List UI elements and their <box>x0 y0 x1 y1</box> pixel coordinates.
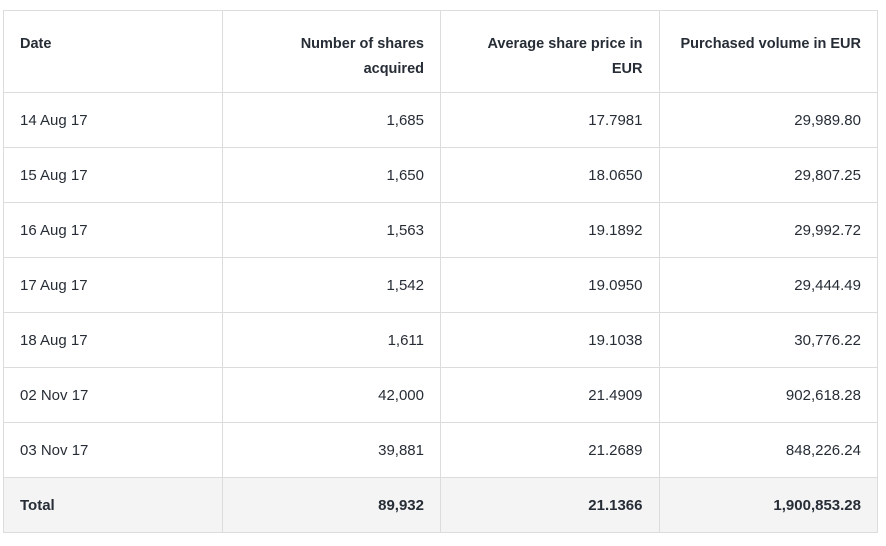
volume-cell: 29,444.49 <box>658 257 878 313</box>
table-row: 03 Nov 17 39,881 21.2689 848,226.24 <box>3 422 878 478</box>
date-cell: 15 Aug 17 <box>3 147 223 203</box>
total-row: Total 89,932 21.1366 1,900,853.28 <box>3 477 878 533</box>
total-volume-cell: 1,900,853.28 <box>658 477 878 533</box>
price-cell: 19.1038 <box>440 312 660 368</box>
total-label: Total <box>3 477 223 533</box>
header-row: Date Number of shares acquired Average s… <box>3 10 878 93</box>
total-shares-cell: 89,932 <box>221 477 441 533</box>
table-row: 15 Aug 17 1,650 18.0650 29,807.25 <box>3 147 878 203</box>
share-buyback-table-container: Date Number of shares acquired Average s… <box>3 10 878 533</box>
table-body: 14 Aug 17 1,685 17.7981 29,989.80 15 Aug… <box>3 92 878 478</box>
date-cell: 17 Aug 17 <box>3 257 223 313</box>
column-header-date: Date <box>3 10 223 93</box>
column-header-price: Average share price in EUR <box>440 10 660 93</box>
shares-cell: 1,563 <box>221 202 441 258</box>
shares-cell: 1,650 <box>221 147 441 203</box>
price-cell: 19.0950 <box>440 257 660 313</box>
date-cell: 16 Aug 17 <box>3 202 223 258</box>
shares-cell: 1,542 <box>221 257 441 313</box>
volume-cell: 29,807.25 <box>658 147 878 203</box>
table-row: 16 Aug 17 1,563 19.1892 29,992.72 <box>3 202 878 258</box>
volume-cell: 902,618.28 <box>658 367 878 423</box>
date-cell: 18 Aug 17 <box>3 312 223 368</box>
table-row: 02 Nov 17 42,000 21.4909 902,618.28 <box>3 367 878 423</box>
table-row: 14 Aug 17 1,685 17.7981 29,989.80 <box>3 92 878 148</box>
volume-cell: 29,989.80 <box>658 92 878 148</box>
column-header-volume: Purchased volume in EUR <box>658 10 878 93</box>
volume-cell: 29,992.72 <box>658 202 878 258</box>
column-header-shares: Number of shares acquired <box>221 10 441 93</box>
volume-cell: 30,776.22 <box>658 312 878 368</box>
date-cell: 14 Aug 17 <box>3 92 223 148</box>
price-cell: 21.4909 <box>440 367 660 423</box>
shares-cell: 39,881 <box>221 422 441 478</box>
table-footer: Total 89,932 21.1366 1,900,853.28 <box>3 477 878 533</box>
price-cell: 18.0650 <box>440 147 660 203</box>
price-cell: 17.7981 <box>440 92 660 148</box>
date-cell: 02 Nov 17 <box>3 367 223 423</box>
shares-cell: 1,611 <box>221 312 441 368</box>
total-price-cell: 21.1366 <box>440 477 660 533</box>
date-cell: 03 Nov 17 <box>3 422 223 478</box>
share-buyback-table: Date Number of shares acquired Average s… <box>3 10 878 533</box>
price-cell: 19.1892 <box>440 202 660 258</box>
shares-cell: 42,000 <box>221 367 441 423</box>
volume-cell: 848,226.24 <box>658 422 878 478</box>
table-row: 17 Aug 17 1,542 19.0950 29,444.49 <box>3 257 878 313</box>
shares-cell: 1,685 <box>221 92 441 148</box>
price-cell: 21.2689 <box>440 422 660 478</box>
table-header: Date Number of shares acquired Average s… <box>3 10 878 93</box>
table-row: 18 Aug 17 1,611 19.1038 30,776.22 <box>3 312 878 368</box>
